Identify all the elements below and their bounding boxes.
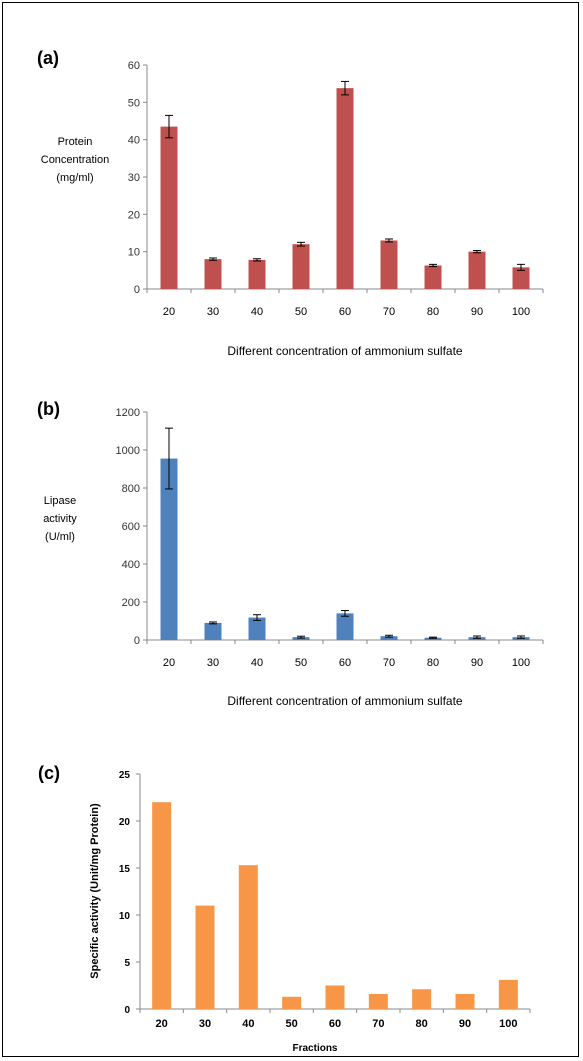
y-tick-label: 25: [119, 770, 131, 781]
y-axis-label-line: Lipase: [44, 495, 76, 507]
bar: [195, 905, 215, 1009]
x-axis-label: Fractions: [292, 1043, 337, 1054]
x-tick-label: 90: [471, 306, 483, 318]
x-tick-label: 50: [286, 1018, 298, 1030]
y-tick-label: 60: [128, 60, 140, 72]
bar: [455, 993, 475, 1009]
panel-label: (b): [37, 399, 60, 419]
bar: [248, 617, 266, 640]
bar: [336, 613, 354, 640]
x-tick-label: 90: [459, 1018, 471, 1030]
bar: [380, 636, 398, 640]
x-tick-label: 40: [251, 306, 263, 318]
bar: [160, 126, 178, 289]
x-tick-label: 20: [163, 306, 175, 318]
y-tick-label: 200: [122, 597, 140, 609]
y-tick-label: 1000: [116, 445, 140, 457]
bar: [468, 251, 486, 289]
y-tick-label: 40: [128, 135, 140, 147]
bar: [368, 993, 388, 1009]
x-tick-label: 50: [295, 306, 307, 318]
x-tick-label: 20: [163, 657, 175, 669]
x-tick-label: 30: [207, 306, 219, 318]
bar: [424, 637, 442, 640]
y-tick-label: 0: [124, 1005, 130, 1016]
x-tick-label: 30: [199, 1018, 211, 1030]
x-tick-label: 30: [207, 657, 219, 669]
x-tick-label: 40: [242, 1018, 254, 1030]
y-tick-label: 50: [128, 97, 140, 109]
y-tick-label: 400: [122, 559, 140, 571]
y-tick-label: 5: [124, 958, 130, 969]
bar: [160, 458, 178, 640]
x-tick-label: 100: [512, 306, 530, 318]
x-axis-label: Different concentration of ammonium sulf…: [227, 344, 463, 358]
bar: [498, 979, 518, 1009]
y-tick-label: 800: [122, 483, 140, 495]
x-tick-label: 40: [251, 657, 263, 669]
x-tick-label: 60: [339, 657, 351, 669]
x-tick-label: 70: [383, 657, 395, 669]
y-tick-label: 1200: [116, 407, 140, 419]
y-axis-label-line: (mg/ml): [56, 172, 93, 184]
y-tick-label: 0: [134, 635, 140, 647]
bar: [412, 989, 432, 1009]
bar: [424, 265, 442, 289]
bar: [152, 802, 172, 1009]
x-tick-label: 80: [427, 306, 439, 318]
bar: [204, 622, 222, 640]
y-tick-label: 15: [119, 864, 131, 875]
y-axis-label-line: activity: [43, 513, 77, 525]
y-tick-label: 20: [119, 817, 131, 828]
y-axis-label-line: Concentration: [41, 154, 110, 166]
y-axis-label-line: (U/ml): [45, 531, 75, 543]
x-axis-label: Different concentration of ammonium sulf…: [227, 694, 463, 708]
y-tick-label: 10: [128, 247, 140, 259]
bar: [380, 240, 398, 289]
bar: [238, 865, 258, 1009]
bar: [204, 259, 222, 289]
x-tick-label: 80: [427, 657, 439, 669]
x-tick-label: 100: [499, 1018, 517, 1030]
panel-label: (c): [38, 763, 60, 783]
x-tick-label: 20: [156, 1018, 168, 1030]
x-tick-label: 90: [471, 657, 483, 669]
y-axis-label-line: Protein: [58, 136, 93, 148]
bar: [336, 88, 354, 289]
x-tick-label: 70: [372, 1018, 384, 1030]
y-tick-label: 600: [122, 521, 140, 533]
y-axis-label: Specific activity (Unit/mg Protein): [89, 803, 101, 979]
x-tick-label: 50: [295, 657, 307, 669]
bar: [248, 259, 266, 289]
y-tick-label: 0: [134, 284, 140, 296]
bar: [292, 244, 310, 289]
bar: [325, 985, 345, 1009]
x-tick-label: 60: [329, 1018, 341, 1030]
y-tick-label: 10: [119, 911, 131, 922]
x-tick-label: 70: [383, 306, 395, 318]
x-tick-label: 100: [512, 657, 530, 669]
bar: [512, 267, 530, 289]
y-tick-label: 20: [128, 209, 140, 221]
y-tick-label: 30: [128, 172, 140, 184]
x-tick-label: 80: [416, 1018, 428, 1030]
bar: [282, 996, 302, 1009]
x-tick-label: 60: [339, 306, 351, 318]
panel-label: (a): [37, 48, 59, 68]
